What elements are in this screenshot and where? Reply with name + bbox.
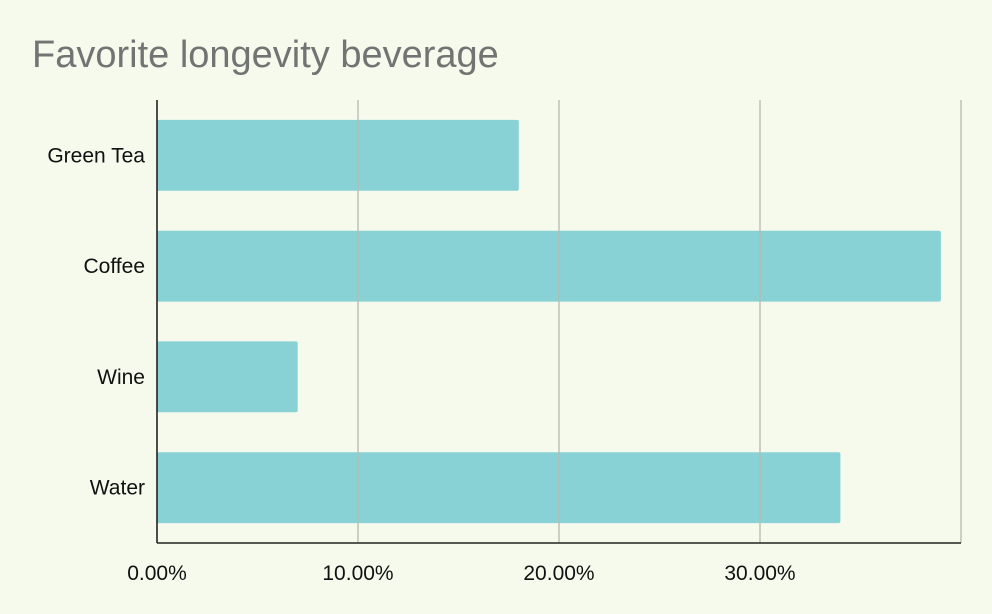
bar-green-tea — [157, 119, 519, 191]
category-label-water: Water — [90, 477, 145, 500]
chart-title: Favorite longevity beverage — [32, 34, 499, 76]
bar-coffee — [157, 230, 941, 302]
category-label-wine: Wine — [97, 366, 145, 389]
category-label-coffee: Coffee — [84, 255, 146, 278]
x-tick-label: 20.00% — [523, 562, 594, 585]
x-tick-label: 0.00% — [127, 562, 187, 585]
x-tick-label: 10.00% — [322, 562, 393, 585]
x-tick-label: 30.00% — [724, 562, 795, 585]
bar-water — [157, 452, 841, 524]
bar-wine — [157, 341, 298, 413]
category-label-green-tea: Green Tea — [47, 144, 145, 167]
